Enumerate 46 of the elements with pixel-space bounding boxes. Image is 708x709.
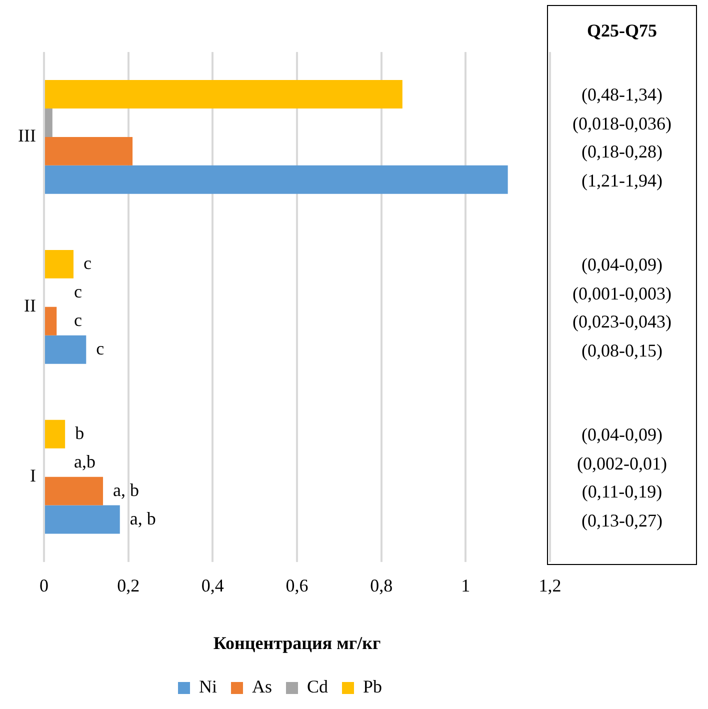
bar [44,80,402,109]
x-tick-label: 0,2 [117,575,140,596]
text: (0,13-0,27) [580,510,664,532]
text: (0,11-0,19) [580,482,664,503]
legend-label: Pb [363,676,382,697]
data-label: a, b [130,508,156,528]
y-tick-label: I [30,466,36,486]
data-label: a, b [113,480,140,500]
bar [44,476,104,506]
x-tick-label: 0 [39,575,48,596]
text: (0,018-0,036) [572,113,672,134]
x-tick-label: 0,4 [201,575,224,596]
bar [44,136,133,166]
x-axis-title: Концентрация мг/кг [213,632,381,653]
bar [44,250,74,278]
bar [44,420,66,448]
y-tick-label: II [24,296,36,316]
text: (0,18-0,28) [580,142,664,163]
text: (0,48-1,34) [580,84,664,106]
text: (0,002-0,01) [576,453,668,474]
legend-label: Cd [306,676,328,697]
x-tick-label: 0,6 [286,575,308,596]
y-tick-label: III [18,126,36,146]
text: (0,001-0,003) [572,283,672,304]
data-label: c [96,338,104,358]
x-tick-label: 1,2 [538,575,562,596]
data-label: c [84,252,92,273]
data-label: c [74,281,82,302]
bar [44,335,86,364]
text: (0,04-0,09) [580,424,664,446]
data-label: b [75,422,84,443]
text: (0,08-0,15) [580,340,664,362]
legend-label: As [252,676,272,697]
data-label: a,b [74,451,96,472]
bar [44,108,52,137]
text: Q25-Q75 [586,20,658,42]
data-label: c [74,310,82,330]
text: (0,04-0,09) [580,254,664,276]
x-tick-label: 1 [461,575,470,596]
bar [44,165,508,194]
text: (1,21-1,94) [580,170,664,192]
text: (0,023-0,043) [572,312,672,333]
bar [44,306,57,336]
legend-label: Ni [198,676,217,697]
x-tick-label: 0,8 [370,575,393,596]
bar [44,505,120,534]
